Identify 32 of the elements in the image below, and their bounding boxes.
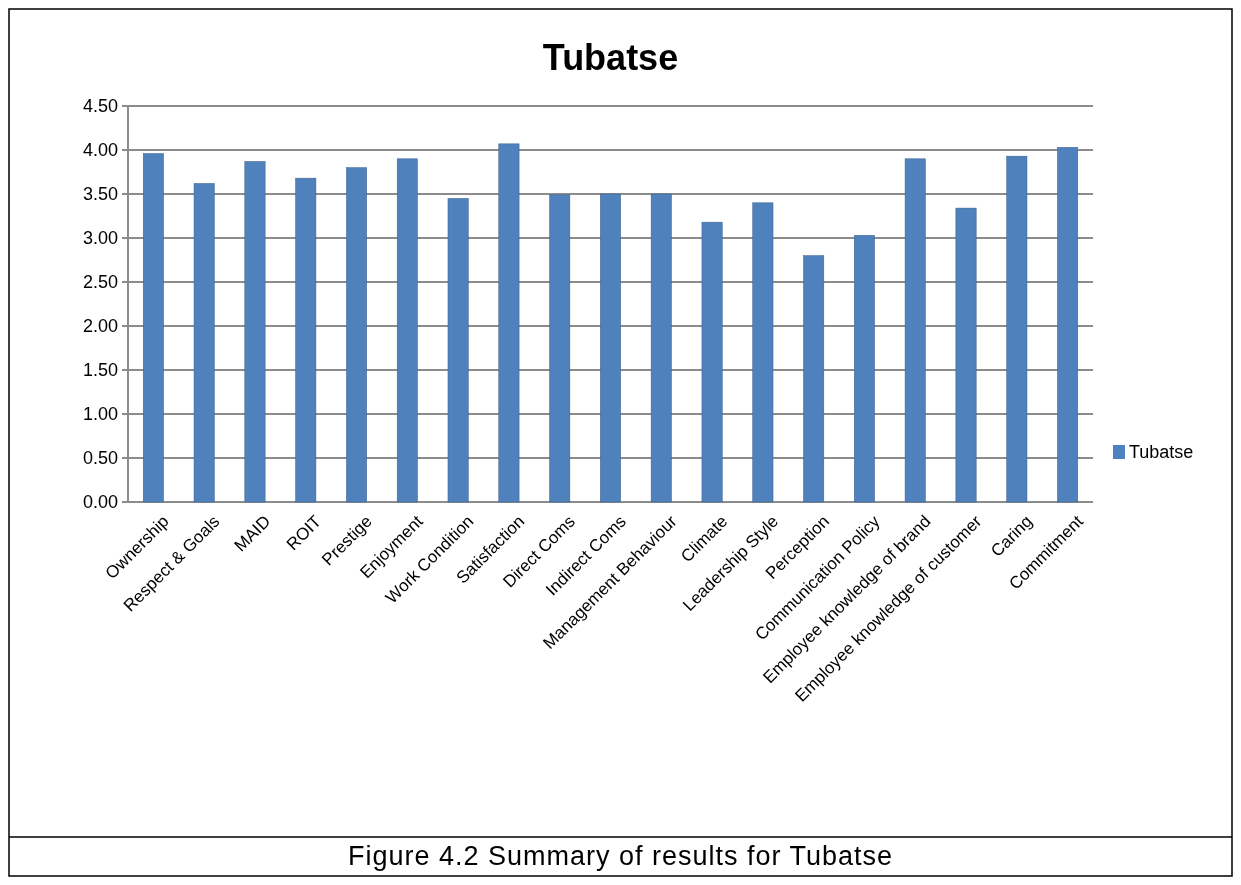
bar	[396, 158, 418, 503]
bar	[904, 158, 926, 503]
y-tick-label: 3.50	[82, 184, 118, 205]
bar	[1057, 147, 1079, 503]
bar	[295, 177, 317, 503]
bar	[752, 202, 774, 503]
bar	[701, 221, 723, 503]
y-tick-label: 3.00	[82, 228, 118, 249]
y-tick-label: 0.50	[82, 448, 118, 469]
bar	[498, 143, 520, 503]
y-tick-label: 4.50	[82, 96, 118, 117]
chart-title: Tubatse	[542, 37, 679, 78]
caption: Figure 4.2 Summary of results for Tubatse	[347, 841, 894, 871]
y-tick-label: 4.00	[82, 140, 118, 161]
bar	[600, 193, 621, 503]
bar	[1006, 155, 1028, 503]
y-tick-label: 0.00	[82, 492, 118, 513]
bar	[955, 207, 977, 503]
bar	[803, 255, 825, 503]
bar	[854, 235, 875, 503]
bar	[650, 193, 672, 503]
y-tick-label: 2.50	[82, 272, 118, 293]
bar	[549, 194, 571, 503]
bar	[447, 198, 469, 503]
bar	[346, 167, 367, 503]
bar	[244, 161, 266, 503]
legend-label: Tubatse	[1129, 442, 1194, 463]
y-tick-label: 1.50	[82, 360, 118, 381]
y-tick-label: 2.00	[82, 316, 118, 337]
bar	[142, 153, 164, 503]
y-tick-label: 1.00	[82, 404, 118, 425]
bar	[193, 183, 215, 503]
